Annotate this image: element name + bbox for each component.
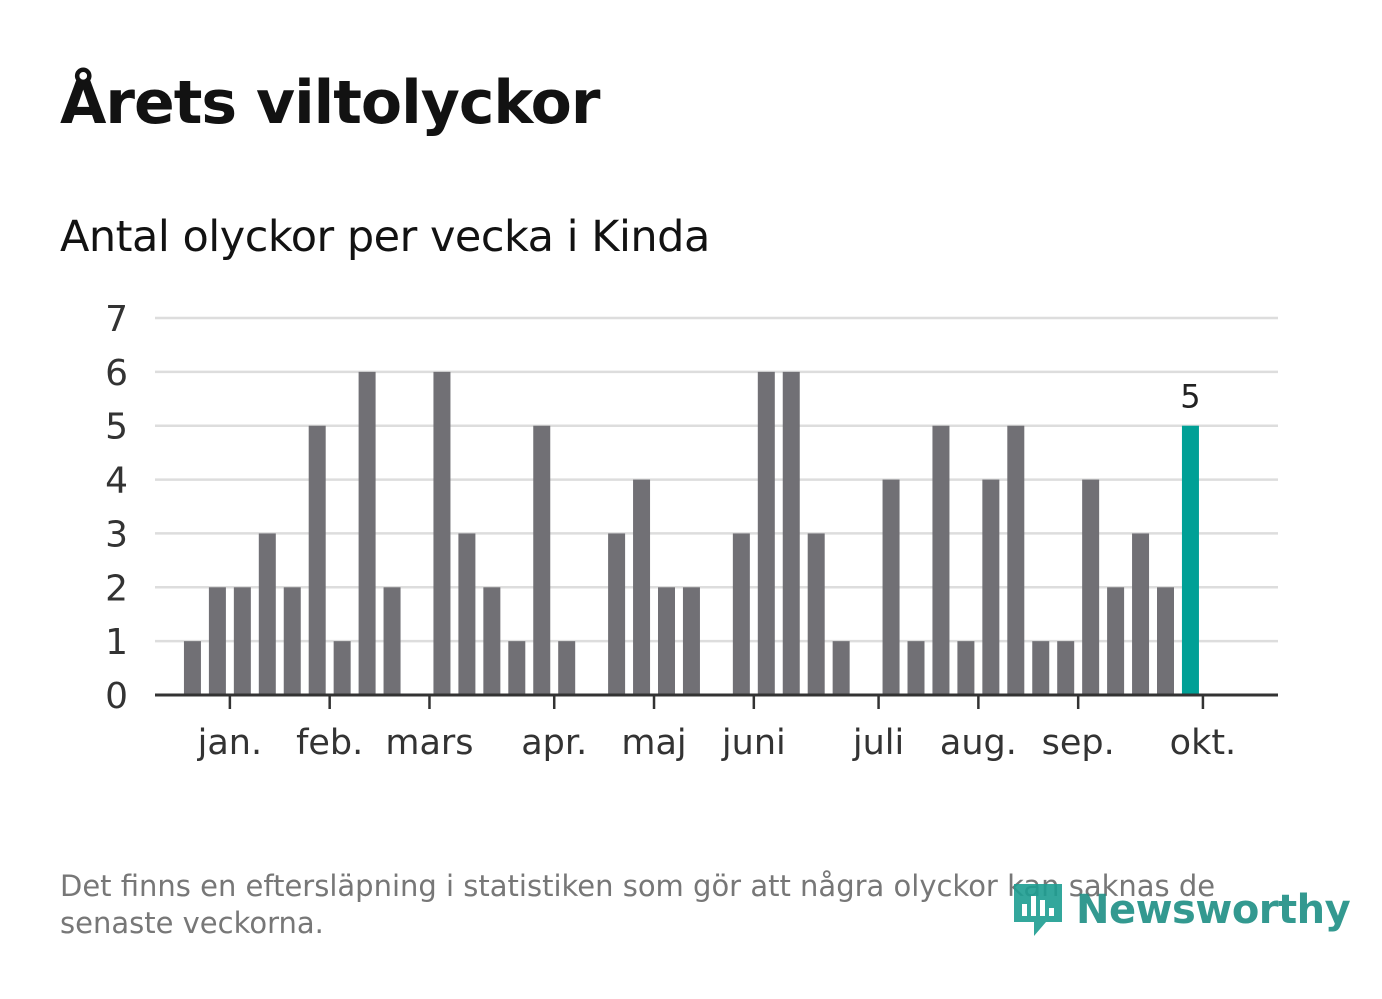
bar	[932, 425, 950, 695]
x-tick-label: sep.	[1042, 723, 1115, 763]
axes: 0 1 2 3 4 5 6 7 5 jan. feb. mars apr. maj juni juli aug.…	[105, 299, 1278, 763]
bar	[433, 371, 451, 695]
bar	[458, 533, 476, 695]
bar	[233, 587, 251, 695]
y-tick-label: 0	[105, 676, 128, 717]
brand-name: Newsworthy	[1076, 887, 1351, 933]
y-tick-label: 5	[105, 407, 128, 448]
bar	[1007, 425, 1025, 695]
x-tick-label: juli	[852, 723, 904, 763]
bar	[183, 641, 201, 695]
y-tick-label: 2	[105, 568, 128, 609]
bar	[608, 533, 626, 695]
x-tick-label: juni	[721, 723, 786, 763]
bar	[757, 371, 775, 695]
bar	[1057, 641, 1075, 695]
bar	[982, 479, 1000, 695]
x-tick-label: feb.	[296, 723, 363, 763]
bar	[333, 641, 351, 695]
bar	[782, 371, 800, 695]
x-tick-label: mars	[385, 723, 473, 763]
y-tick-label: 4	[105, 461, 128, 502]
bar	[832, 641, 850, 695]
bar	[308, 425, 326, 695]
bar	[508, 641, 526, 695]
x-tick-label: maj	[621, 723, 686, 763]
x-tick-label: apr.	[521, 723, 587, 763]
x-tick-label: jan.	[197, 723, 262, 763]
bar	[383, 587, 401, 695]
highlight-value-label: 5	[1180, 378, 1200, 416]
bar	[907, 641, 925, 695]
bar	[208, 587, 226, 695]
bar	[358, 371, 376, 695]
bar	[1132, 533, 1150, 695]
bar	[558, 641, 576, 695]
x-tick-label: aug.	[940, 723, 1017, 763]
y-tick-label: 6	[105, 353, 128, 394]
bar-highlight	[1181, 425, 1199, 695]
x-tick-label: okt.	[1170, 723, 1237, 763]
chart-title: Årets viltolyckor	[60, 68, 600, 138]
bar	[1157, 587, 1174, 695]
bar	[1107, 587, 1125, 695]
bar	[732, 533, 750, 695]
bar	[1082, 479, 1100, 695]
y-tick-label: 1	[105, 622, 128, 663]
bar	[658, 587, 675, 695]
bar	[283, 587, 301, 695]
y-tick-label: 7	[105, 299, 128, 340]
bar	[533, 425, 551, 695]
bar	[633, 479, 651, 695]
bar	[957, 641, 975, 695]
bars	[183, 371, 1199, 695]
bar-chart-bubble-icon	[1014, 884, 1062, 936]
bar	[682, 587, 700, 695]
bar	[258, 533, 276, 695]
bar	[1032, 641, 1050, 695]
y-tick-label: 3	[105, 514, 128, 555]
bar	[807, 533, 825, 695]
bar	[483, 587, 501, 695]
newsworthy-logo: Newsworthy	[1010, 878, 1351, 942]
chart-subtitle: Antal olyckor per vecka i Kinda	[60, 212, 710, 262]
bar	[882, 479, 900, 695]
